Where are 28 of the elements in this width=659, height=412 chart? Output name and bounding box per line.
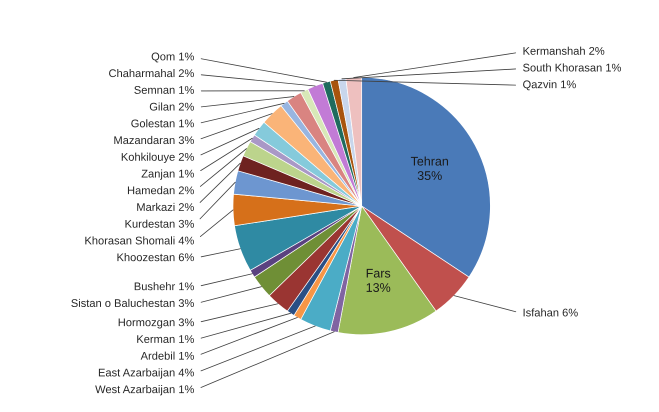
slice-label: Kohkilouye 2% <box>122 152 194 164</box>
slice-label: Mazandaran 3% <box>114 136 194 144</box>
slice-label: Khoozestan 6% <box>117 253 194 262</box>
slice-label: Kermanshah 2% <box>523 46 604 55</box>
slice-label: Kurdestan 3% <box>125 220 194 228</box>
slice-label: Qom 1% <box>152 52 194 62</box>
slice-label: Khorasan Shomali 4% <box>85 236 194 244</box>
slice-label: Kerman 1% <box>137 335 194 344</box>
slice-label: Chaharmahal 2% <box>109 68 194 78</box>
slice-label: South Khorasan 1% <box>523 63 622 72</box>
slice-label: Markazi 2% <box>137 202 194 212</box>
slice-label: Qazvin 1% <box>523 80 576 90</box>
slice-label: East Azarbaijan 4% <box>98 368 194 379</box>
slice-label: Zanjan 1% <box>142 169 194 180</box>
slice-label: Hamedan 2% <box>128 186 194 194</box>
slice-label: Fars <box>366 268 390 278</box>
data-label: 35% <box>418 171 442 180</box>
slice-label: Gilan 2% <box>150 102 194 111</box>
slice-label: Hormozgan 3% <box>118 318 194 328</box>
slice-label: Golestan 1% <box>131 119 194 128</box>
slice-label: Isfahan 6% <box>524 308 578 317</box>
slice-label: West Azarbaijan 1% <box>95 385 194 396</box>
slice-label: Tehran <box>410 156 448 166</box>
data-label: 13% <box>366 283 390 292</box>
slice-label: Sistan o Baluchestan 3% <box>71 298 194 308</box>
slice-label: Ardebil 1% <box>140 352 194 360</box>
slice-label: Bushehr 1% <box>134 282 194 290</box>
slice-label: Semnan 1% <box>134 86 194 94</box>
